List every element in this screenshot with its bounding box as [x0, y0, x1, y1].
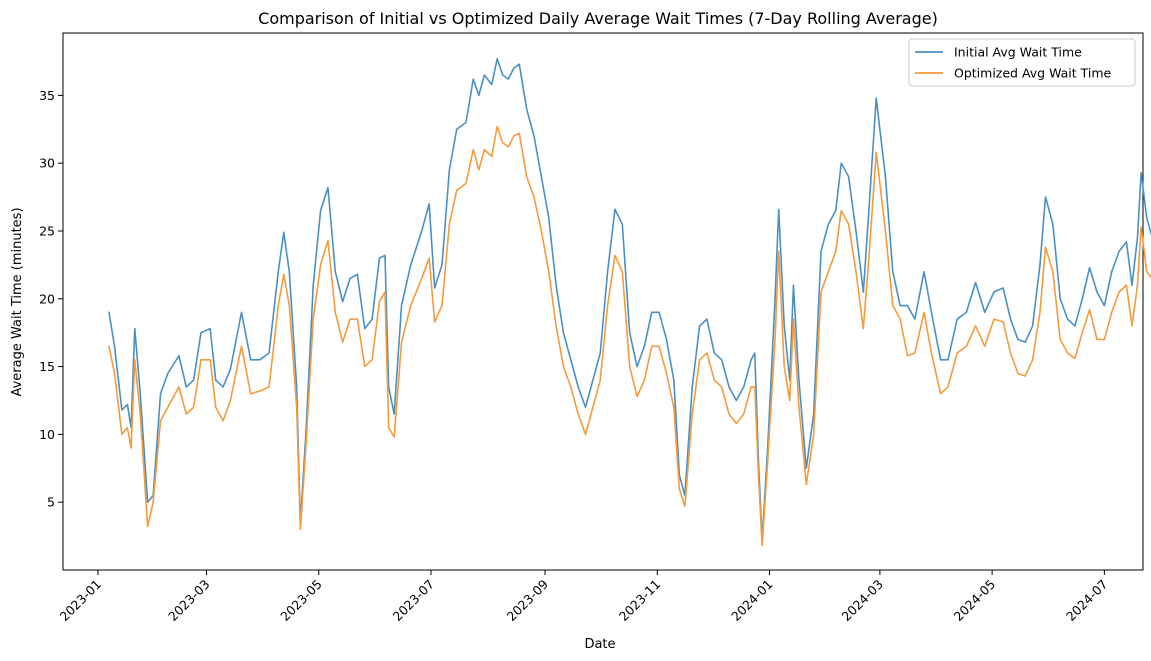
x-tick-label: 2023-11 — [616, 577, 664, 625]
x-axis-label: Date — [584, 637, 615, 652]
y-axis: 5 10 15 20 25 30 35 — [39, 88, 63, 510]
y-tick-label: 10 — [39, 427, 55, 442]
y-tick-label: 5 — [47, 495, 55, 510]
x-tick-label: 2023-03 — [165, 577, 213, 625]
series-layer — [108, 57, 1151, 547]
x-tick-label: 2024-01 — [728, 577, 776, 625]
legend-label: Optimized Avg Wait Time — [954, 66, 1112, 81]
chart-title: Comparison of Initial vs Optimized Daily… — [258, 9, 938, 28]
series-line-optimized — [108, 125, 1151, 547]
y-tick-label: 30 — [39, 156, 55, 171]
legend: Initial Avg Wait Time Optimized Avg Wait … — [908, 38, 1136, 87]
y-tick-label: 20 — [39, 291, 55, 306]
x-tick-label: 2023-09 — [504, 576, 552, 624]
x-tick-label: 2023-05 — [277, 577, 325, 625]
x-tick-label: 2023-01 — [57, 577, 105, 625]
plot-area — [62, 32, 1151, 571]
x-axis: 2023-01 2023-03 2023-05 2023-07 2023-09 2023-… — [57, 570, 1111, 624]
legend-label: Initial Avg Wait Time — [954, 45, 1082, 60]
x-tick-label: 2024-05 — [951, 577, 999, 625]
y-axis-label: Average Wait Time (minutes) — [10, 207, 25, 396]
y-tick-label: 15 — [39, 359, 55, 374]
x-tick-label: 2024-07 — [1063, 577, 1111, 625]
legend-box — [908, 38, 1136, 87]
x-tick-label: 2024-03 — [838, 577, 886, 625]
plot-frame — [62, 32, 1144, 571]
x-tick-label: 2023-07 — [390, 577, 438, 625]
series-line-initial — [108, 57, 1151, 541]
y-tick-label: 25 — [39, 223, 55, 238]
y-tick-label: 35 — [39, 88, 55, 103]
